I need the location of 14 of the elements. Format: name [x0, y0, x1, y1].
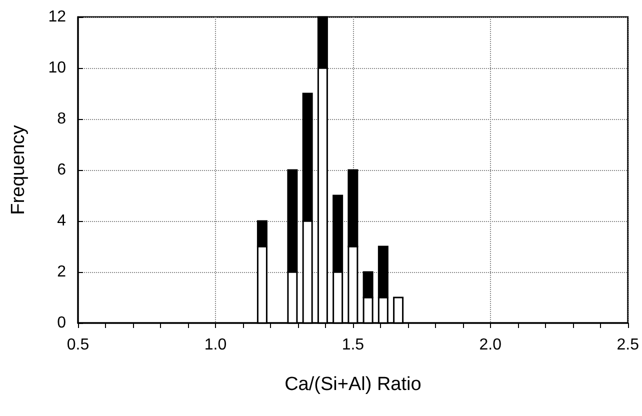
x-tick-label: 0.5: [66, 336, 90, 354]
x-tick-label: 1.0: [204, 336, 227, 354]
y-tick-label: 2: [57, 264, 66, 280]
y-tick-label: 6: [57, 162, 66, 178]
y-tick-label: 8: [57, 110, 66, 128]
x-axis-title: Ca/(Si+Al) Ratio: [284, 374, 422, 395]
y-axis-title: Frequency: [8, 124, 29, 215]
y-tick-label: 12: [48, 8, 66, 26]
x-tick-label: 1.5: [342, 336, 364, 354]
x-tick-label: 2.0: [479, 336, 502, 354]
y-tick-label: 4: [57, 212, 66, 230]
y-tick-label: 10: [48, 60, 66, 76]
y-tick-label: 0: [57, 314, 66, 332]
x-tick-label: 2.5: [616, 336, 640, 354]
